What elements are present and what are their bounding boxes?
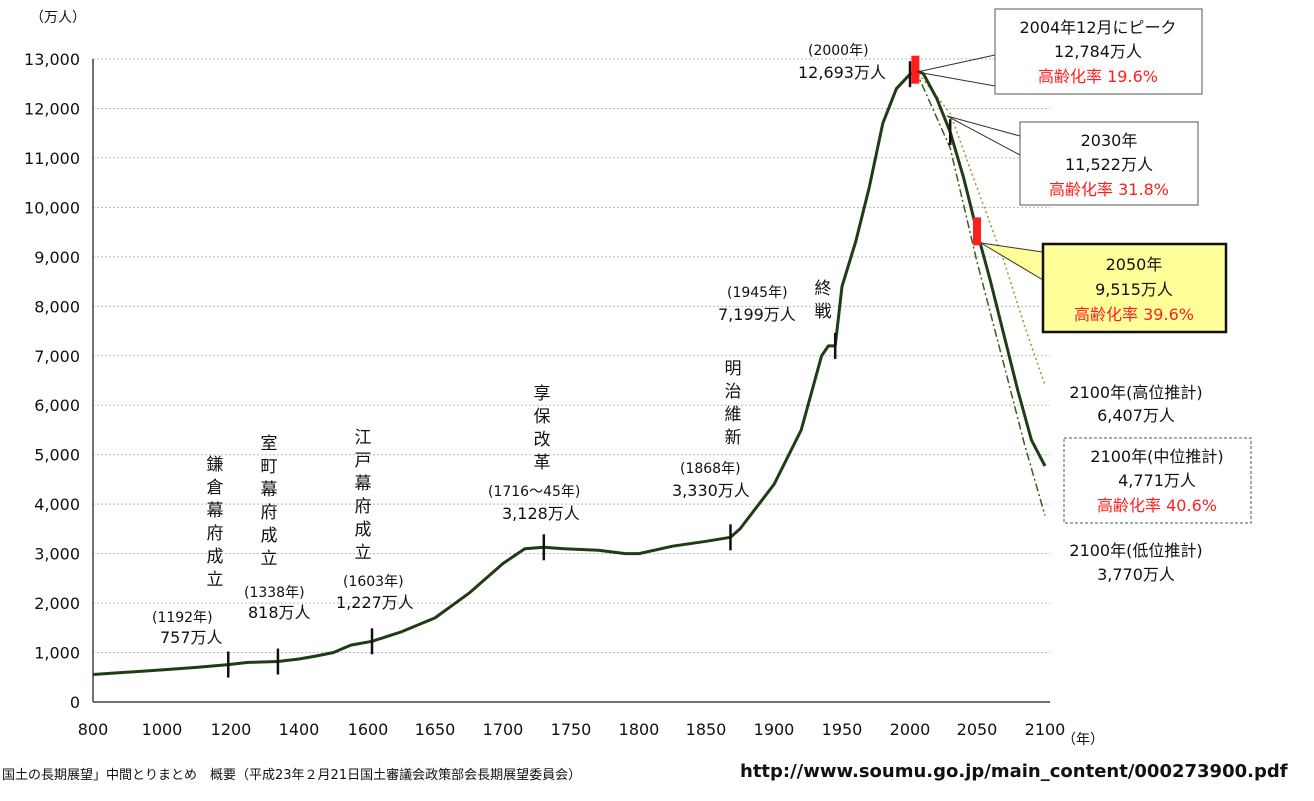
annotation-year: (2000年) (808, 43, 869, 59)
callout-box (1063, 437, 1252, 524)
label-line2: 6,407万人 (1097, 406, 1175, 425)
annotation-event: 鎌倉幕府成立 (207, 455, 224, 590)
axes (92, 59, 1050, 703)
callout-line2: 11,522万人 (1065, 155, 1153, 174)
series-lines (92, 68, 1047, 676)
y-tick-label: 6,000 (34, 396, 80, 415)
y-tick-label: 12,000 (24, 99, 80, 118)
y-tick-label: 11,000 (24, 149, 80, 168)
callout-line1: 2050年 (1106, 255, 1163, 274)
annotation-value: 818万人 (248, 603, 311, 622)
x-tick-label: 1800 (619, 720, 660, 739)
annotation-2000: (2000年) 12,693万人 (798, 43, 886, 82)
x-axis-unit: （年） (1062, 732, 1104, 748)
annotation-year: (1192年) (152, 610, 213, 626)
x-tick-label: 1000 (142, 720, 183, 739)
label-2100-high: 2100年(高位推計) 6,407万人 (1069, 383, 1202, 425)
annotation-value: 757万人 (160, 628, 223, 647)
y-tick-label: 3,000 (34, 545, 80, 564)
callout-line3: 高齢化率 40.6% (1097, 496, 1217, 515)
x-tick-label: 1950 (822, 720, 863, 739)
y-tick-label: 9,000 (34, 248, 80, 267)
y-tick-label: 0 (70, 693, 80, 712)
annotation-kamakura: 鎌倉幕府成立 (1192年) 757万人 (152, 455, 224, 647)
x-tick-label: 1200 (211, 720, 252, 739)
annotation-event: 終戦 (815, 279, 832, 322)
gridlines (93, 58, 1050, 654)
callout-line3: 高齢化率 19.6% (1038, 67, 1158, 86)
y-tick-label: 1,000 (34, 644, 80, 663)
callout-line3: 高齢化率 39.6% (1074, 305, 1194, 324)
callout-leaders (916, 54, 1044, 281)
source-citation: 国土の長期展望」中間とりまとめ 概要（平成23年２月21日国土審議会政策部会長期… (2, 768, 582, 783)
callout-line3: 高齢化率 31.8% (1049, 180, 1169, 199)
y-axis-unit: （万人） (30, 10, 86, 26)
series-line-dotted (914, 69, 1046, 386)
annotation-year: (1716～45年) (488, 484, 580, 500)
callout-box (994, 8, 1203, 95)
x-tick-label: 1750 (551, 720, 592, 739)
callout-box (1019, 121, 1199, 206)
callout-line2: 12,784万人 (1054, 42, 1142, 61)
y-tick-label: 2,000 (34, 594, 80, 613)
y-tick-label: 7,000 (34, 347, 80, 366)
annotation-value: 7,199万人 (718, 305, 796, 324)
label-line1: 2100年(低位推計) (1069, 541, 1202, 560)
series-line-dashdot (914, 69, 1046, 516)
callout-line2: 9,515万人 (1095, 280, 1173, 299)
x-tick-label: 1400 (279, 720, 320, 739)
y-tick-label: 10,000 (24, 198, 80, 217)
label-line1: 2100年(高位推計) (1069, 383, 1202, 402)
annotation-event: 室町幕府成立 (261, 434, 278, 569)
event-markers (226, 55, 981, 678)
annotation-year: (1338年) (244, 585, 305, 601)
annotation-kyoho: 享保改革 (1716～45年) 3,128万人 (488, 384, 580, 523)
y-tick-label: 5,000 (34, 446, 80, 465)
x-tick-label: 1650 (415, 720, 456, 739)
x-tick-label: 2100 (1025, 720, 1066, 739)
y-tick-label: 13,000 (24, 50, 80, 69)
annotation-muromachi: 室町幕府成立 (1338年) 818万人 (244, 434, 311, 622)
annotation-year: (1945年) (727, 285, 788, 301)
callout-peak: 2004年12月にピーク 12,784万人 高齢化率 19.6% (994, 8, 1203, 95)
x-tick-label: 1700 (483, 720, 524, 739)
highlight-marker (973, 217, 981, 246)
annotation-event: 享保改革 (534, 384, 551, 473)
callout-line1: 2100年(中位推計) (1090, 447, 1223, 466)
callout-2030: 2030年 11,522万人 高齢化率 31.8% (1019, 121, 1199, 206)
population-chart: 0 1,000 2,000 3,000 4,000 5,000 6,000 7,000 8,00… (24, 8, 1252, 748)
annotation-year: (1868年) (680, 461, 741, 477)
annotation-value: 3,330万人 (672, 481, 750, 500)
callout-line1: 2030年 (1081, 131, 1138, 150)
x-tick-label: 2050 (957, 720, 998, 739)
callout-line1: 2004年12月にピーク (1019, 18, 1176, 37)
annotation-meiji: 明治維新 (1868年) 3,330万人 (672, 359, 750, 500)
annotation-edo: 江戸幕府成立 (1603年) 1,227万人 (336, 428, 414, 612)
x-tick-label: 800 (78, 720, 109, 739)
callout-2100-mid: 2100年(中位推計) 4,771万人 高齢化率 40.6% (1063, 437, 1252, 524)
y-tick-label: 4,000 (34, 495, 80, 514)
annotation-value: 1,227万人 (336, 593, 414, 612)
annotation-year: (1603年) (343, 574, 404, 590)
source-url[interactable]: http://www.soumu.go.jp/main_content/0002… (740, 761, 1288, 782)
x-tick-label: 1850 (686, 720, 727, 739)
annotation-value: 12,693万人 (798, 63, 886, 82)
highlight-marker (911, 55, 920, 84)
x-tick-label: 2000 (890, 720, 931, 739)
annotation-event: 江戸幕府成立 (355, 428, 372, 563)
x-tick-label: 1600 (348, 720, 389, 739)
callout-line2: 4,771万人 (1118, 471, 1196, 490)
callout-box (1041, 242, 1228, 334)
annotation-shusen: 終戦 (1945年) 7,199万人 (718, 279, 832, 324)
label-2100-low: 2100年(低位推計) 3,770万人 (1069, 541, 1202, 584)
x-tick-label: 1900 (754, 720, 795, 739)
x-tick-labels: 800 1000 1200 1400 1600 1650 1700 1750 1800 1850 1… (78, 720, 1066, 739)
callout-2050: 2050年 9,515万人 高齢化率 39.6% (1041, 242, 1228, 334)
annotation-value: 3,128万人 (502, 504, 580, 523)
annotation-event: 明治維新 (725, 359, 742, 448)
label-line2: 3,770万人 (1097, 565, 1175, 584)
y-tick-label: 8,000 (34, 297, 80, 316)
y-tick-labels: 0 1,000 2,000 3,000 4,000 5,000 6,000 7,000 8,00… (24, 50, 80, 712)
series-line-solid (92, 68, 1047, 676)
